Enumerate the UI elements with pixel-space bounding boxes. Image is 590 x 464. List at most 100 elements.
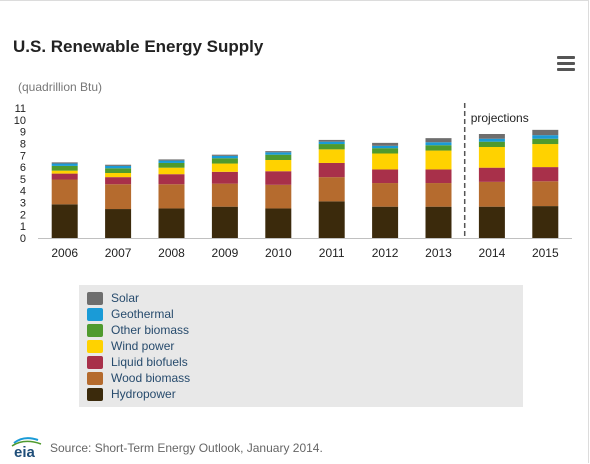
- hamburger-menu-icon[interactable]: [556, 56, 576, 74]
- eia-logo: eia: [11, 437, 42, 460]
- bar-segment: [318, 139, 345, 142]
- x-tick-label: 2015: [532, 246, 559, 260]
- bar-segment: [211, 163, 238, 172]
- y-tick-label: 2: [20, 209, 26, 221]
- bar-segment: [211, 155, 238, 159]
- legend-swatch: [87, 372, 103, 385]
- bar-segment: [105, 164, 132, 166]
- bar-segment: [478, 147, 505, 168]
- y-tick-label: 1: [20, 221, 26, 233]
- bar-segment: [425, 206, 452, 238]
- legend-label: Solar: [111, 291, 140, 305]
- y-tick-label: 7: [20, 150, 26, 162]
- bar-segment: [211, 206, 238, 238]
- bar-segment: [372, 153, 399, 170]
- bar-segment: [51, 179, 78, 205]
- bar-segment: [532, 206, 559, 238]
- bar-segment: [51, 162, 78, 164]
- bar-segment: [532, 181, 559, 207]
- legend-label: Wind power: [111, 339, 175, 353]
- svg-text:eia: eia: [14, 444, 36, 460]
- bar-segment: [211, 154, 238, 156]
- bar-segment: [51, 173, 78, 180]
- legend-swatch: [87, 340, 103, 353]
- bar-segment: [51, 163, 78, 166]
- y-tick-label: 10: [14, 115, 26, 127]
- y-tick-label: 9: [20, 127, 26, 139]
- y-tick-label: 5: [20, 174, 26, 186]
- bar-segment: [105, 177, 132, 185]
- bar-segment: [265, 160, 292, 172]
- bar-segment: [158, 174, 185, 185]
- bar-segment: [105, 209, 132, 238]
- bar-segment: [478, 141, 505, 147]
- bar-segment: [532, 144, 559, 168]
- bar-segment: [318, 201, 345, 238]
- bar-segment: [318, 177, 345, 202]
- legend-label: Geothermal: [111, 307, 174, 321]
- bar-segment: [478, 167, 505, 182]
- bar-segment: [265, 152, 292, 155]
- projections-label: projections: [471, 111, 529, 125]
- bar-segment: [372, 206, 399, 238]
- y-tick-label: 0: [20, 233, 26, 245]
- bar-segment: [51, 170, 78, 174]
- legend-swatch: [87, 324, 103, 337]
- y-tick-label: 3: [20, 198, 26, 210]
- bar-segment: [265, 184, 292, 209]
- x-tick-label: 2007: [105, 246, 132, 260]
- legend-label: Wood biomass: [111, 371, 191, 385]
- x-tick-label: 2012: [372, 246, 399, 260]
- legend-swatch: [87, 388, 103, 401]
- legend-label: Liquid biofuels: [111, 355, 188, 369]
- y-tick-label: 4: [20, 186, 26, 198]
- x-tick-label: 2006: [51, 246, 78, 260]
- bar-segment: [265, 208, 292, 238]
- bar-segment: [372, 183, 399, 207]
- bar-segment: [532, 138, 559, 145]
- bar-segment: [318, 162, 345, 178]
- bar-segment: [51, 204, 78, 238]
- y-tick-label: 11: [15, 103, 26, 115]
- bar-segment: [425, 183, 452, 207]
- bar-segment: [478, 138, 505, 142]
- y-tick-label: 8: [20, 138, 26, 150]
- bar-segment: [372, 169, 399, 184]
- bar-segment: [532, 135, 559, 139]
- bar-segment: [372, 148, 399, 154]
- bar-segment: [425, 169, 452, 184]
- bar-segment: [211, 171, 238, 184]
- bar-segment: [105, 184, 132, 210]
- units-label: (quadrillion Btu): [18, 80, 103, 94]
- bar-segment: [158, 167, 185, 175]
- x-tick-label: 2014: [479, 246, 506, 260]
- legend-swatch: [87, 356, 103, 369]
- y-tick-label: 6: [20, 162, 26, 174]
- bar-segment: [158, 160, 185, 163]
- x-tick-label: 2010: [265, 246, 292, 260]
- x-tick-label: 2013: [425, 246, 452, 260]
- legend-label: Other biomass: [111, 323, 190, 337]
- bar-segment: [425, 138, 452, 143]
- bar-segment: [532, 129, 559, 136]
- bar-segment: [372, 145, 399, 149]
- legend: Solar Geothermal Other biomass Wind power Li…: [79, 285, 523, 407]
- bar-segment: [265, 171, 292, 185]
- bar-segment: [425, 142, 452, 146]
- bar-segment: [265, 151, 292, 153]
- x-tick-label: 2008: [158, 246, 185, 260]
- bar-segment: [158, 162, 185, 168]
- bar-segment: [211, 183, 238, 207]
- chart-title: U.S. Renewable Energy Supply: [13, 37, 264, 56]
- bar-segment: [372, 142, 399, 146]
- bar-segment: [105, 165, 132, 169]
- bar-segment: [318, 149, 345, 163]
- bar-segment: [425, 145, 452, 151]
- bar-segment: [425, 150, 452, 170]
- bar-segment: [158, 184, 185, 209]
- bar-segment: [478, 181, 505, 207]
- bar-segment: [318, 144, 345, 150]
- bar-segment: [265, 154, 292, 160]
- x-tick-label: 2009: [212, 246, 239, 260]
